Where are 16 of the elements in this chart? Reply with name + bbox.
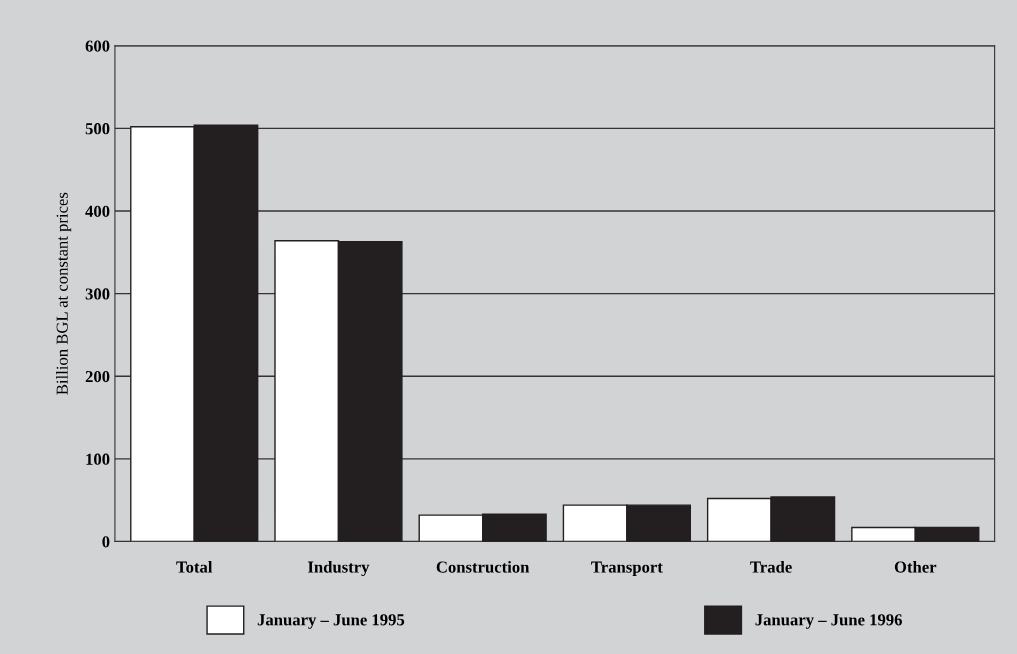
x-tick-label: Construction — [436, 560, 530, 573]
legend-label: January – June 1995 — [257, 614, 405, 629]
x-tick-label: Total — [176, 560, 213, 573]
y-tick-label: 600 — [85, 40, 110, 52]
y-axis-title: Billion BGL at constant prices — [56, 192, 72, 395]
y-tick-label: 200 — [85, 370, 110, 383]
x-tick-label: Transport — [591, 561, 663, 577]
y-tick-label: 500 — [85, 123, 110, 135]
y-tick-label: 100 — [86, 453, 110, 465]
x-tick-label: Other — [894, 560, 937, 573]
legend-label: January – June 1996 — [755, 614, 902, 629]
y-tick-label: 0 — [102, 536, 110, 548]
x-tick-label: Trade — [750, 560, 792, 573]
y-tick-label: 300 — [85, 288, 110, 300]
y-tick-label: 400 — [85, 205, 110, 217]
x-tick-label: Industry — [307, 560, 370, 577]
